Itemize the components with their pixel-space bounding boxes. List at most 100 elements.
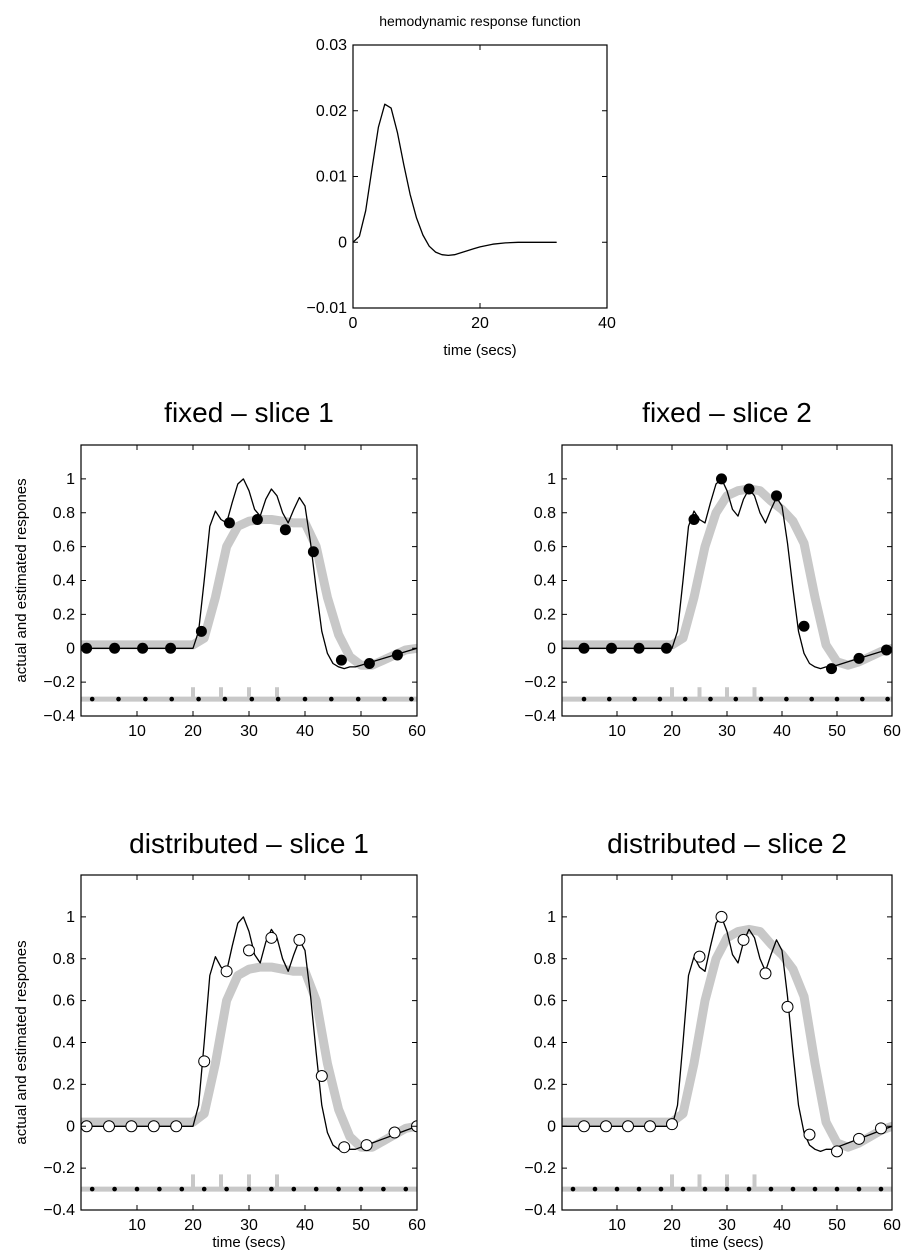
chart-panel: 10 20 30 40 50 60 −0.4 −0.2 0 0.2 0.4 0.6 0.8 1 distri… — [13, 828, 426, 1251]
y-tick-label: −0.4 — [524, 1202, 556, 1219]
sample-marker-filled — [81, 642, 93, 654]
chart-title: distributed – slice 1 — [129, 828, 369, 859]
chart-panel: 10 20 30 40 50 60 −0.4 −0.2 0 0.2 0.4 0.6 0.8 1 fixed … — [524, 397, 901, 740]
x-tick-label: 40 — [773, 1217, 791, 1234]
sample-time-dot — [834, 1186, 840, 1192]
sample-marker-filled — [771, 490, 782, 502]
y-tick-label: 0.8 — [53, 951, 75, 968]
sample-marker-open — [831, 1145, 843, 1158]
chart-title: fixed – slice 2 — [642, 397, 812, 428]
sample-time-dot — [291, 1186, 297, 1192]
sample-time-dot — [570, 1186, 576, 1192]
sample-time-dot — [157, 1186, 162, 1192]
sample-marker-filled — [223, 517, 235, 529]
sample-marker-filled — [716, 473, 727, 485]
x-tick-label: 40 — [773, 723, 791, 740]
sample-time-dot — [784, 696, 789, 702]
x-tick-label: 60 — [408, 1217, 426, 1234]
x-tick-label: 20 — [663, 723, 681, 740]
sample-marker-filled — [279, 524, 291, 536]
sample-time-dot — [313, 1186, 319, 1192]
sample-time-dot — [222, 696, 228, 702]
x-tick-label: 20 — [184, 1217, 202, 1234]
y-tick-label: 0.6 — [53, 539, 75, 556]
sample-marker-open — [315, 1070, 328, 1082]
x-tick-label: 10 — [128, 723, 146, 740]
sample-marker-filled — [578, 642, 590, 654]
x-tick-label: 60 — [408, 723, 426, 740]
sample-marker-open — [125, 1120, 138, 1133]
sample-time-dot — [614, 1186, 620, 1192]
sample-time-dot — [112, 1186, 117, 1192]
x-tick-label: 40 — [598, 315, 616, 332]
x-tick-label: 10 — [608, 723, 626, 740]
sample-time-dot — [632, 696, 637, 702]
sample-time-dot — [657, 696, 663, 702]
y-tick-label: 0.03 — [316, 37, 347, 54]
sample-marker-filled — [661, 642, 672, 654]
sample-marker-filled — [633, 642, 645, 654]
sample-marker-filled — [798, 620, 810, 632]
y-tick-label: 0.2 — [534, 606, 556, 623]
x-tick-label: 10 — [608, 1217, 626, 1234]
sample-time-dot — [275, 696, 281, 702]
x-tick-label: 10 — [128, 1217, 146, 1234]
sample-time-dot — [249, 696, 255, 702]
y-tick-label: 0.2 — [53, 606, 75, 623]
sample-marker-filled — [688, 514, 700, 526]
sample-marker-filled — [137, 642, 149, 654]
sample-marker-open — [644, 1120, 656, 1133]
sample-marker-filled — [307, 546, 319, 558]
y-tick-label: 0 — [66, 1118, 75, 1135]
x-tick-label: 50 — [828, 723, 846, 740]
sample-time-dot — [381, 1186, 386, 1192]
sample-time-dot — [708, 696, 713, 702]
sample-marker-open — [220, 965, 233, 978]
sample-marker-filled — [165, 642, 177, 654]
y-tick-label: 0.2 — [534, 1076, 556, 1093]
sample-marker-open — [293, 933, 306, 946]
y-tick-label: 0.6 — [53, 993, 75, 1010]
x-tick-label: 0 — [349, 315, 358, 332]
sample-marker-filled — [853, 652, 865, 664]
sample-marker-open — [693, 950, 706, 963]
sample-time-dot — [860, 696, 865, 702]
y-tick-label: −0.2 — [524, 1160, 556, 1177]
sample-marker-open — [360, 1139, 373, 1152]
sample-marker-open — [170, 1120, 183, 1133]
x-tick-label: 60 — [883, 1217, 901, 1234]
sample-marker-open — [715, 910, 728, 923]
sample-marker-open — [265, 931, 278, 944]
sample-time-dot — [885, 696, 890, 702]
plot-area — [353, 103, 557, 257]
y-tick-label: 0.4 — [53, 1035, 75, 1052]
sample-time-dot — [682, 696, 688, 702]
plot-area — [562, 473, 892, 702]
x-tick-label: 30 — [240, 723, 258, 740]
sample-time-dot — [790, 1186, 796, 1192]
plot-area — [81, 916, 417, 1192]
y-tick-label: 0.4 — [534, 1035, 556, 1052]
sample-marker-open — [622, 1120, 634, 1133]
y-tick-label: 1 — [547, 471, 556, 488]
sample-time-dot — [224, 1186, 229, 1192]
sample-marker-open — [781, 1000, 794, 1013]
sample-marker-open — [388, 1126, 401, 1139]
y-tick-label: 0 — [547, 1118, 556, 1135]
sample-time-dot — [702, 1186, 708, 1192]
sample-time-dot — [581, 696, 587, 702]
sample-marker-open — [243, 944, 255, 957]
y-tick-label: 1 — [66, 909, 75, 926]
hrf-line — [353, 103, 557, 257]
sample-time-dot — [658, 1186, 664, 1192]
estimated-response-line — [562, 484, 892, 670]
sample-time-dot — [636, 1186, 642, 1192]
x-tick-label: 30 — [718, 723, 736, 740]
sample-marker-filled — [391, 649, 403, 661]
sample-marker-open — [578, 1120, 590, 1133]
x-tick-label: 60 — [883, 723, 901, 740]
x-tick-label: 30 — [240, 1217, 258, 1234]
y-tick-label: 0.6 — [534, 993, 556, 1010]
